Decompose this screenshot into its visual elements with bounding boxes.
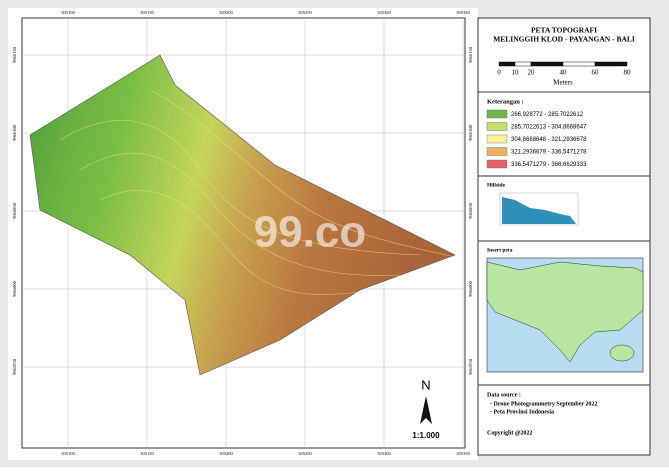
map-scale: 1:1.000 <box>412 431 440 440</box>
scale-unit: Meters <box>553 79 573 87</box>
legend-label: 336,5471279 - 366,6629333 <box>511 162 587 168</box>
legend-title: Keterangan : <box>487 98 524 105</box>
grid-x-label: 305250 <box>298 10 312 15</box>
source: - Peta Provinsi Indonesia <box>490 409 554 415</box>
scale-bar: 0 10 20 40 60 80 Meters <box>497 61 632 87</box>
grid-x-label: 305300 <box>377 451 391 456</box>
scale-segment <box>594 61 628 67</box>
north-arrow <box>420 396 432 424</box>
legend-label: 304,8668648 - 321,2936678 <box>511 137 587 143</box>
source: - Drone Photogrammetry September 2022 <box>490 401 597 407</box>
inset-islet <box>609 344 635 362</box>
grid-y-label: 9066150 <box>468 46 473 63</box>
inset-title: Insert peta <box>487 247 513 253</box>
terrain-area <box>29 54 456 376</box>
scale-label: 40 <box>560 69 568 77</box>
grid-y-label: 9066050 <box>468 202 473 219</box>
grid-y-label: 9065950 <box>468 358 473 375</box>
legend-swatch <box>486 134 508 144</box>
north-label: N <box>421 377 430 392</box>
scale-segment <box>514 61 532 67</box>
grid-x-label: 305200 <box>219 451 233 456</box>
grid-x-label: 305100 <box>61 451 75 456</box>
grid-y-label: 9066150 <box>12 46 17 63</box>
grid-y-label: 9066100 <box>468 124 473 141</box>
legend-label: 266,928772 - 285,7022612 <box>511 112 584 118</box>
scale-segment <box>498 61 516 67</box>
inset-island <box>486 261 644 363</box>
scale-segment <box>562 61 596 67</box>
legend-swatch <box>486 159 508 169</box>
source-title: Data source : <box>487 392 521 398</box>
grid-x-label: 305200 <box>219 10 233 15</box>
grid-x-label: 305350 <box>456 10 470 15</box>
scale-label: 0 <box>497 69 501 77</box>
scale-label: 10 <box>512 69 520 77</box>
legend-swatch <box>486 109 508 119</box>
hillside-title: Hillside <box>487 182 506 188</box>
grid-x-label: 305150 <box>140 451 154 456</box>
grid-x-label: 305350 <box>456 451 470 456</box>
hillside-profile <box>502 197 576 224</box>
grid-y-label: 9066000 <box>468 280 473 297</box>
legend-label: 285,7022613 - 304,8668647 <box>511 125 587 131</box>
panel-subtitle: MELINGGIH KLOD - PAYANGAN - BALI <box>493 35 635 44</box>
grid-x-label: 305300 <box>377 10 391 15</box>
legend-swatch <box>486 122 508 131</box>
grid-y-label: 9066100 <box>12 124 17 141</box>
watermark: 99.co <box>254 208 367 257</box>
contours <box>59 89 451 295</box>
copyright: Copyright @2022 <box>487 430 532 436</box>
legend-label: 321,2936679 - 336,5471278 <box>511 150 587 156</box>
legend: 266,928772 - 285,7022612 285,7022613 - 30… <box>486 109 587 169</box>
scale-label: 60 <box>592 69 600 77</box>
grid-y-label: 9066000 <box>12 280 17 297</box>
grid-x-label: 305250 <box>298 451 312 456</box>
panel-title: PETA TOPOGRAFI <box>531 26 597 35</box>
grid-x-label: 305100 <box>61 10 75 15</box>
grid-y-label: 9066050 <box>12 202 17 219</box>
grid-x-label: 305150 <box>140 10 154 15</box>
scale-label: 20 <box>528 69 536 77</box>
scale-label: 80 <box>624 69 632 77</box>
scale-segment <box>530 61 564 67</box>
info-panel <box>477 17 651 456</box>
legend-swatch <box>486 147 508 156</box>
grid-y-label: 9065950 <box>12 358 17 375</box>
